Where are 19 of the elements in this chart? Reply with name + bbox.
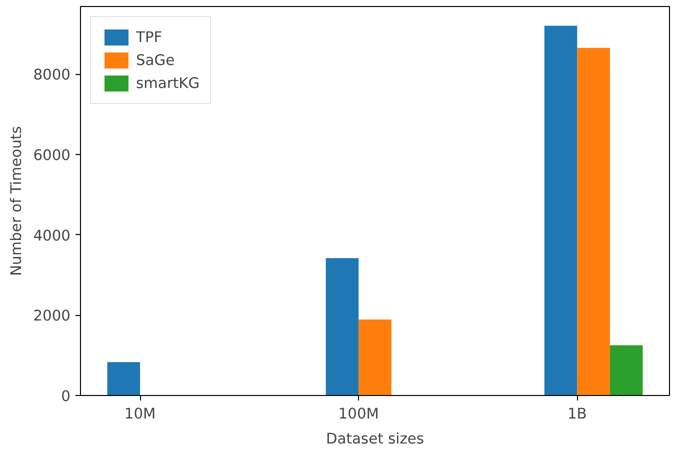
bar — [326, 258, 359, 396]
legend-label: SaGe — [136, 52, 175, 68]
bar — [544, 26, 578, 396]
bar — [107, 362, 140, 396]
y-tick-label: 6000 — [33, 146, 71, 164]
bar — [358, 320, 392, 396]
x-tick-label: 100M — [338, 406, 379, 422]
y-axis-title: Number of Timeouts — [8, 126, 26, 276]
bar — [610, 345, 643, 396]
y-tick-label: 2000 — [33, 308, 71, 325]
legend-label: smartKG — [136, 74, 200, 92]
y-tick-label: 4000 — [33, 227, 71, 244]
x-tick-label: 10M — [124, 406, 156, 422]
x-axis-title: Dataset sizes — [326, 430, 424, 448]
y-tick-label: 8000 — [33, 66, 71, 84]
legend-label: TPF — [136, 28, 162, 46]
bar — [577, 48, 610, 396]
x-tick-label: 1B — [567, 406, 587, 422]
y-tick-label: 0 — [61, 388, 71, 405]
